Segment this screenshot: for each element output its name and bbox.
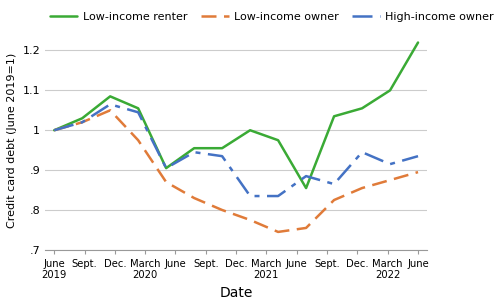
Low-income renter (135, 107, 141, 110)
Low-income renter (303, 186, 309, 190)
High-income owner (219, 154, 225, 158)
High-income owner (135, 111, 141, 114)
Line: Low-income renter: Low-income renter (54, 43, 418, 188)
Low-income renter (163, 166, 169, 170)
Low-income owner (163, 180, 169, 184)
Low-income renter (415, 41, 421, 45)
High-income owner (247, 194, 253, 198)
Low-income renter (219, 146, 225, 150)
High-income owner (303, 174, 309, 178)
Low-income renter (275, 138, 281, 142)
Legend: Low-income renter, Low-income owner, High-income owner: Low-income renter, Low-income owner, Hig… (45, 7, 498, 26)
Low-income renter (331, 115, 337, 118)
High-income owner (191, 150, 197, 154)
High-income owner (387, 162, 393, 166)
High-income owner (275, 194, 281, 198)
Low-income owner (331, 198, 337, 202)
Low-income renter (79, 116, 85, 120)
High-income owner (107, 103, 113, 106)
Low-income owner (247, 218, 253, 222)
Low-income owner (219, 208, 225, 212)
Low-income owner (135, 138, 141, 142)
Low-income owner (303, 226, 309, 230)
High-income owner (79, 120, 85, 124)
Low-income owner (275, 230, 281, 234)
Line: High-income owner: High-income owner (54, 104, 418, 196)
Low-income renter (107, 95, 113, 98)
High-income owner (331, 182, 337, 186)
High-income owner (163, 166, 169, 170)
Line: Low-income owner: Low-income owner (54, 110, 418, 232)
Low-income owner (359, 186, 365, 190)
Low-income owner (107, 108, 113, 112)
Y-axis label: Credit card debt (June 2019=1): Credit card debt (June 2019=1) (7, 52, 17, 228)
Low-income owner (191, 196, 197, 200)
Low-income owner (79, 120, 85, 124)
Low-income owner (415, 170, 421, 174)
X-axis label: Date: Date (220, 286, 253, 300)
Low-income renter (359, 107, 365, 110)
High-income owner (415, 154, 421, 158)
Low-income renter (387, 88, 393, 92)
High-income owner (359, 150, 365, 154)
High-income owner (51, 128, 57, 132)
Low-income owner (51, 128, 57, 132)
Low-income renter (51, 128, 57, 132)
Low-income renter (247, 128, 253, 132)
Low-income renter (191, 146, 197, 150)
Low-income owner (387, 178, 393, 182)
